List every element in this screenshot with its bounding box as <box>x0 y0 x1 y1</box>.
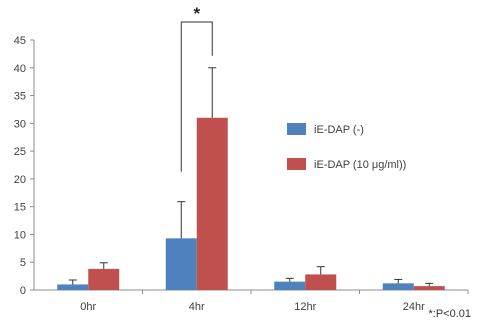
x-tick-label: 12hr <box>294 301 316 313</box>
plot-area: 0 5 10 15 20 25 30 35 40 45 0hr 4hr 12hr 24hr * iE-DAP … <box>14 4 469 313</box>
bar <box>413 286 445 290</box>
bar <box>274 281 306 290</box>
bar <box>57 284 89 290</box>
y-tick-label: 5 <box>20 257 26 269</box>
bar <box>305 274 337 290</box>
legend-label: iE-DAP (-) <box>314 124 364 136</box>
legend-swatch <box>287 158 306 170</box>
significance-bracket <box>180 21 213 172</box>
y-tick-label: 10 <box>14 229 26 241</box>
y-tick-label: 0 <box>20 285 26 297</box>
x-tick-label: 4hr <box>189 301 205 313</box>
bar <box>196 117 228 291</box>
legend-swatch <box>287 123 306 135</box>
y-tick-label: 15 <box>14 202 26 214</box>
significance-marker: * <box>193 4 200 23</box>
x-tick-label: 0hr <box>80 301 96 313</box>
y-tick-label: 40 <box>14 63 26 75</box>
x-tick-label: 24hr <box>403 301 425 313</box>
legend-label: iE-DAP (10 μg/ml)) <box>314 159 406 171</box>
bar <box>88 268 120 290</box>
y-tick-label: 20 <box>14 174 26 186</box>
y-tick-label: 25 <box>14 146 26 158</box>
bar <box>165 238 197 290</box>
significance-footnote: *:P<0.01 <box>428 308 471 320</box>
y-tick-label: 35 <box>14 91 26 103</box>
y-tick-label: 30 <box>14 118 26 130</box>
y-tick-label: 45 <box>14 35 26 47</box>
bar <box>382 283 414 290</box>
